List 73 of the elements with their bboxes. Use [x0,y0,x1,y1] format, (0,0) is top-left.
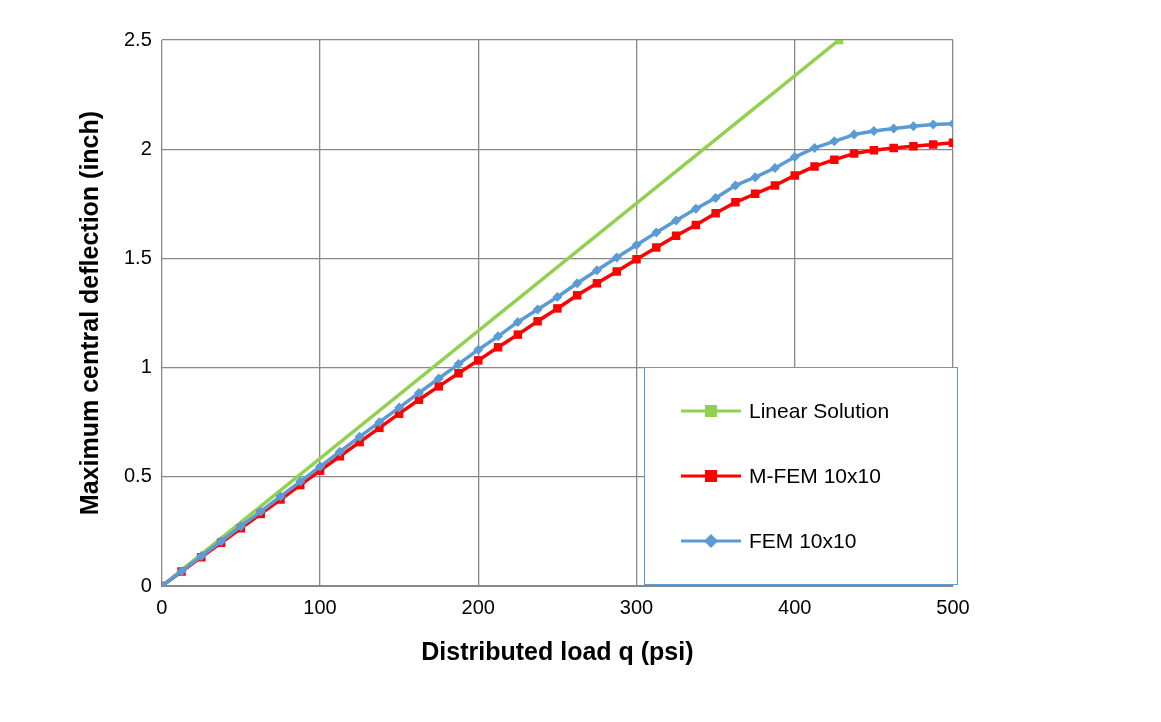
point [790,171,799,180]
point [731,198,740,207]
point [533,317,542,326]
point [454,369,463,378]
y-tick-label: 2.5 [123,27,152,50]
x-tick-label: 100 [303,595,337,618]
point [512,316,523,327]
y-tick-label: 1.5 [123,245,152,268]
legend-label: FEM 10x10 [749,529,857,554]
point [394,402,405,413]
point [671,231,681,240]
point [750,172,761,183]
point [592,279,602,288]
y-tick-label: 0.5 [123,464,152,487]
legend-label: M-FEM 10x10 [749,463,881,488]
point [711,208,720,218]
point [591,265,602,276]
point [928,140,938,149]
point [889,143,898,153]
point [830,155,839,164]
point [829,136,840,147]
point [315,461,326,472]
point [275,491,286,502]
y-tick-label: 2 [140,136,152,159]
point [611,252,622,263]
point [552,292,563,303]
point [671,215,682,226]
x-axis-title: Distributed load q (psi) [421,636,694,665]
point [572,291,582,300]
y-axis-title: Maximum central deflection (inch) [74,110,103,516]
point [770,181,780,190]
point [295,476,306,487]
point [869,146,879,155]
point [532,304,543,315]
y-tick-label: 0 [140,573,152,596]
point [473,344,484,355]
x-tick-label: 0 [156,595,168,618]
point [652,243,661,252]
point [453,359,464,370]
x-tick-label: 200 [461,595,495,618]
point [433,373,444,384]
point [572,278,583,289]
y-tick-label: 1 [140,355,152,378]
point [612,267,621,276]
point [513,330,523,339]
point [553,304,562,313]
point [690,203,701,214]
point [413,387,424,398]
point [631,240,642,251]
point [632,255,641,264]
point [810,162,819,171]
x-tick-label: 400 [778,595,812,618]
point [809,142,820,153]
point [710,192,721,203]
legend-label: Linear Solution [749,398,890,423]
point [789,152,800,163]
point [849,129,860,140]
point [434,382,443,391]
point [474,356,483,365]
point [730,180,741,191]
point [909,142,918,151]
point [769,162,780,173]
x-tick-label: 300 [619,595,654,618]
point [888,123,899,134]
point [334,446,345,457]
point [849,149,859,158]
point [493,343,503,352]
point [651,227,662,238]
x-tick-label: 500 [936,595,970,618]
point [354,431,365,442]
point [493,331,504,342]
point [908,121,919,132]
point [374,417,385,428]
